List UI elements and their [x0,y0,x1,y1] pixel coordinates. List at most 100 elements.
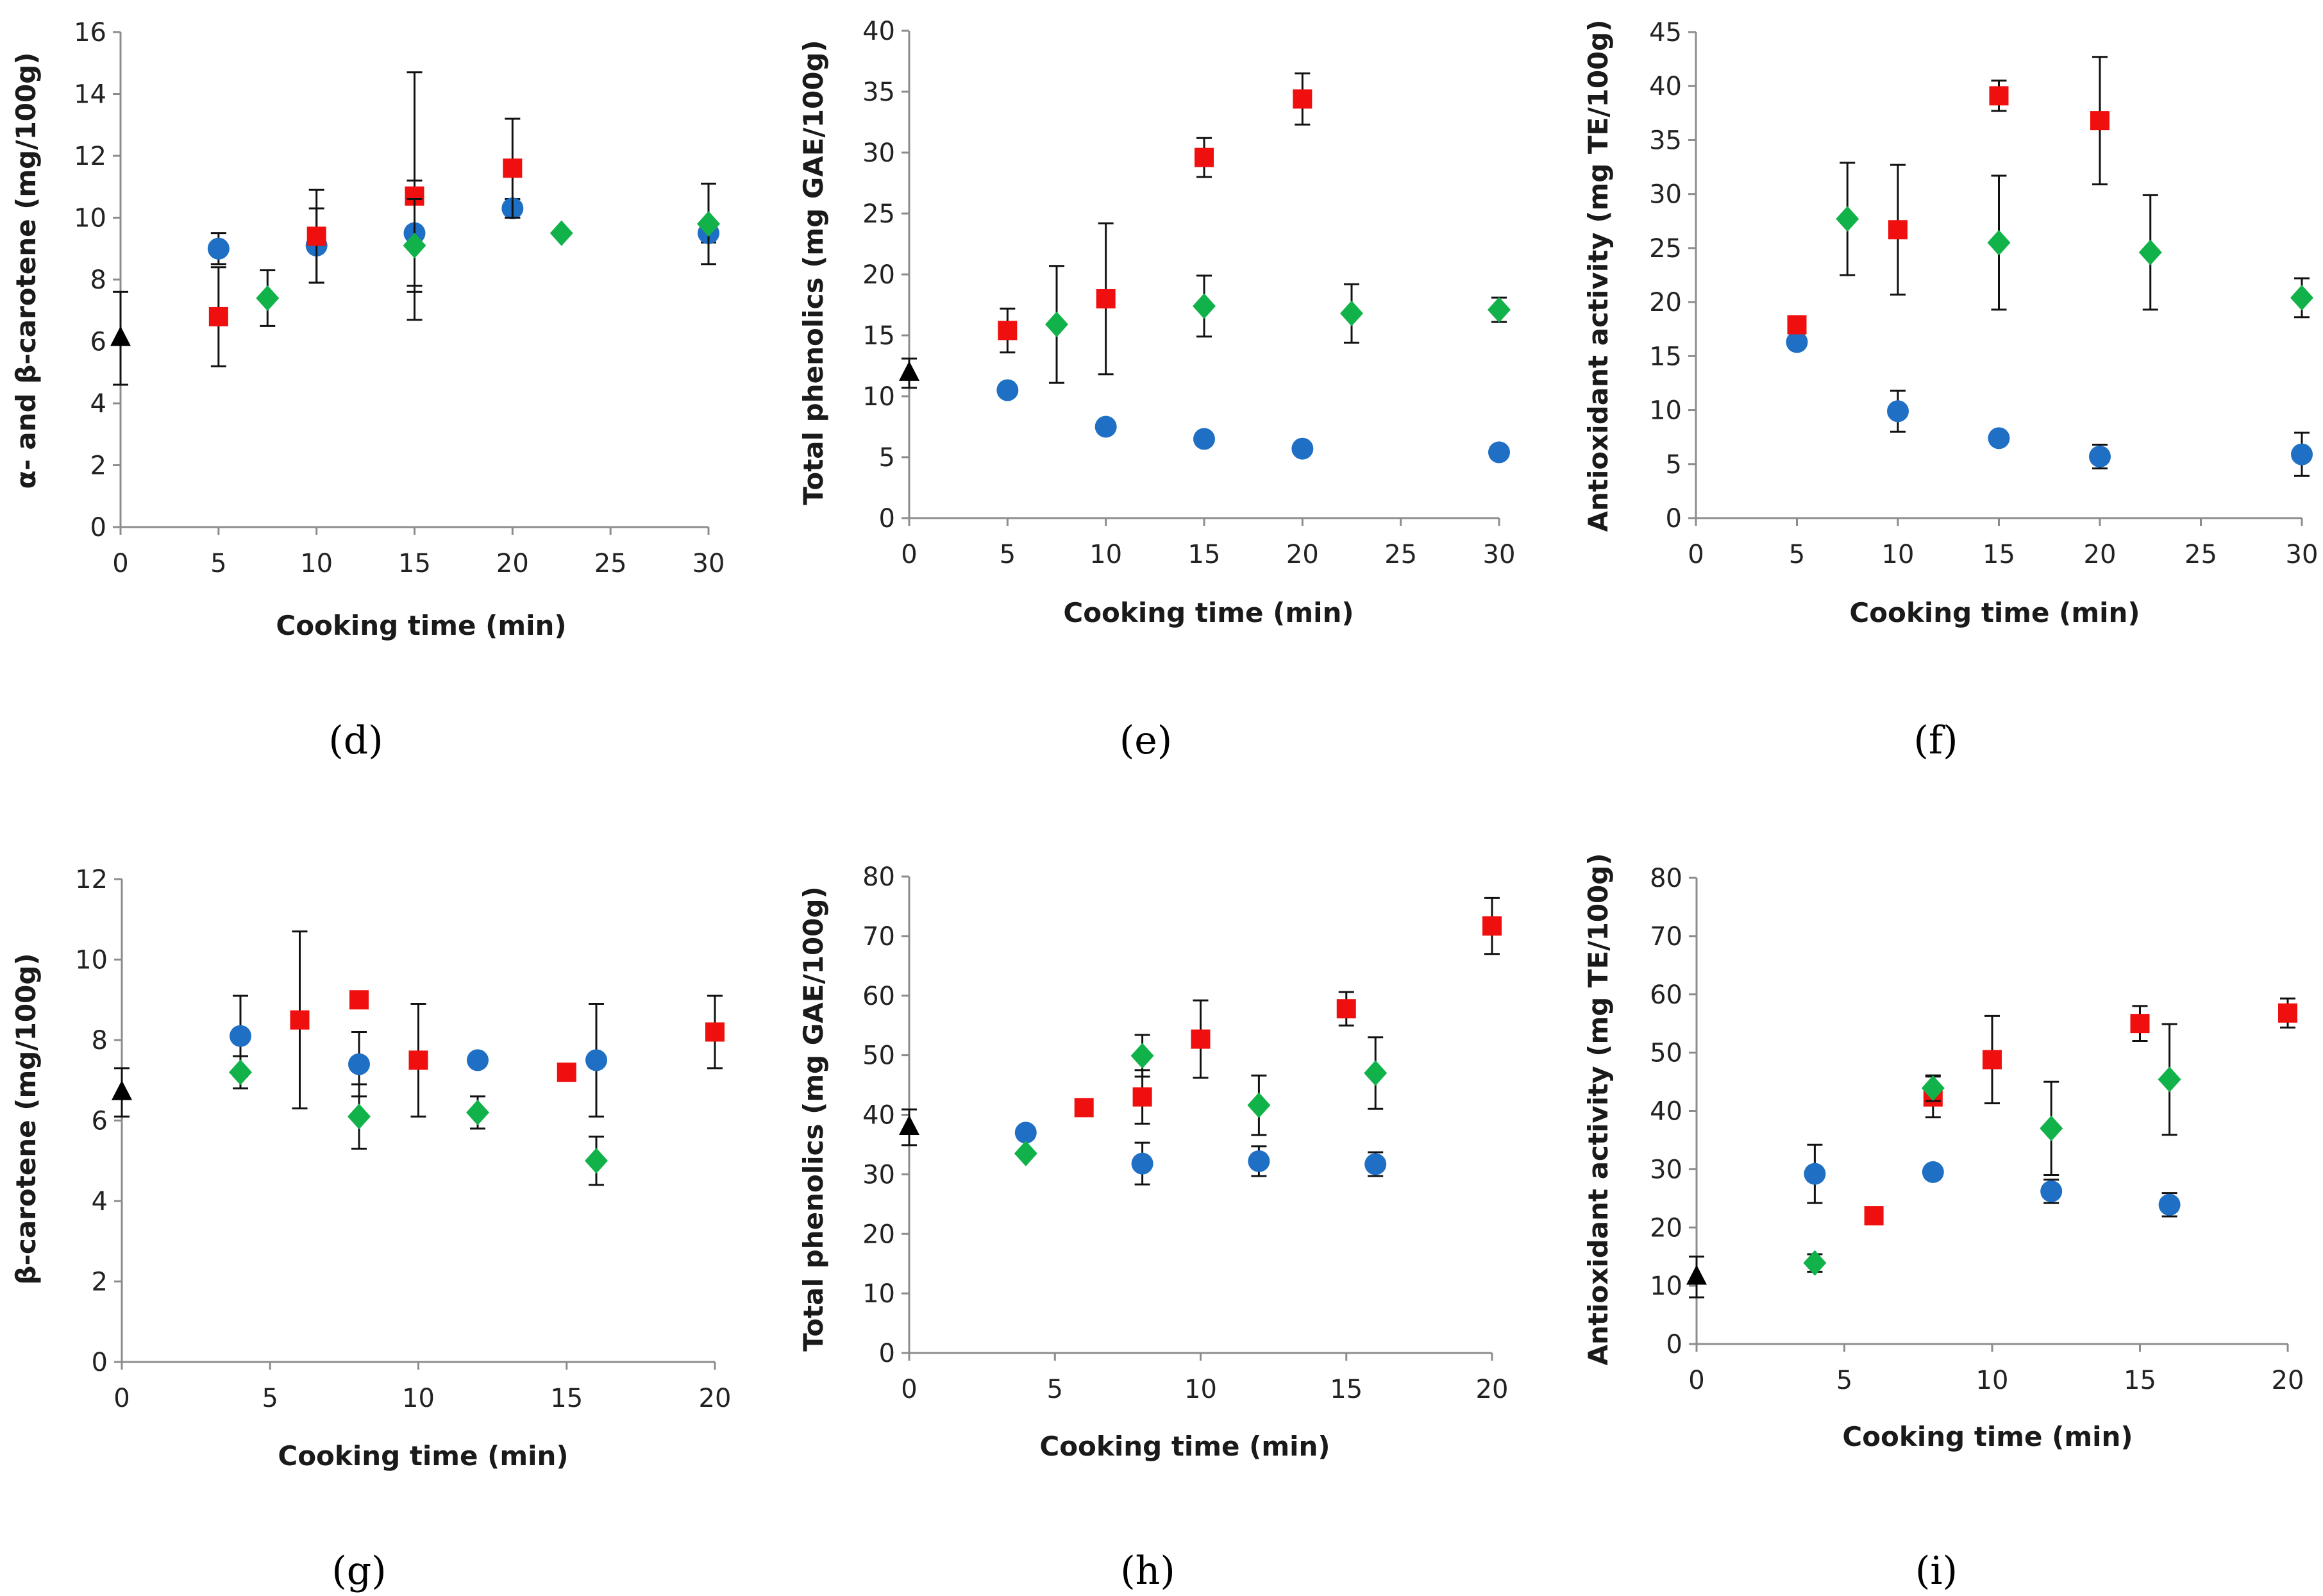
y-tick-label: 2 [92,1268,108,1297]
x-tick-label: 20 [496,549,529,578]
data-point-boiled [2158,1193,2181,1216]
x-tick-label: 10 [300,549,333,578]
data-point-microwaved [348,1104,371,1130]
data-point-boiled [2291,443,2313,466]
x-tick-label: 10 [1089,540,1122,569]
y-tick-label: 0 [92,1348,108,1377]
data-point-boiled [1094,416,1117,438]
y-tick-label: 6 [92,1107,108,1136]
data-point-boiled [1291,437,1314,460]
x-tick-label: 5 [262,1384,278,1413]
chart-panel-e: Cooking time (min) Total phenolics (mg G… [798,17,1515,763]
x-tick-label: 5 [1000,540,1016,569]
y-axis-label: Antioxidant activity (mg TE/100g) [1582,19,1614,532]
x-axis-label: Cooking time (min) [1039,1431,1330,1462]
data-point-boiled [1131,1152,1153,1175]
x-tick-label: 15 [1983,540,2015,569]
y-tick-label: 0 [1666,504,1682,533]
x-axis-label: Cooking time (min) [278,1440,568,1472]
y-tick-label: 50 [862,1041,895,1071]
y-tick-label: 12 [75,865,108,895]
y-tick-label: 80 [862,862,895,892]
data-point-raw [110,326,131,346]
panel-label: (g) [331,1549,386,1593]
data-point-microwaved [2290,285,2313,311]
x-axis-label: Cooking time (min) [1849,597,2140,628]
y-tick-label: 5 [879,443,895,473]
x-axis-label: Cooking time (min) [1063,597,1354,628]
data-point-boiled [348,1053,370,1075]
x-tick-label: 0 [112,549,128,578]
x-tick-label: 15 [1188,540,1221,569]
data-point-raw [1686,1264,1707,1285]
data-point-steamed [1074,1098,1094,1118]
x-tick-label: 25 [2185,540,2217,569]
y-tick-label: 10 [1649,396,1682,426]
x-tick-label: 10 [1184,1375,1217,1404]
y-tick-label: 40 [1649,72,1682,101]
data-point-microwaved [2138,239,2162,265]
x-tick-label: 30 [692,549,725,578]
data-point-steamed [1864,1206,1884,1226]
x-tick-label: 30 [1483,540,1516,569]
y-tick-label: 10 [75,946,108,975]
data-point-microwaved [1014,1140,1037,1166]
y-tick-label: 10 [862,382,895,412]
y-tick-label: 6 [90,328,106,357]
y-tick-label: 45 [1649,18,1682,47]
y-tick-label: 60 [862,982,895,1011]
data-point-microwaved [1987,230,2011,256]
y-tick-label: 70 [1650,922,1682,952]
data-point-microwaved [1130,1043,1154,1069]
chart-panel-g: Cooking time (min) β-carotene (mg/100g) … [10,865,731,1593]
data-point-boiled [1786,331,1808,353]
data-point-steamed [2130,1014,2150,1034]
data-point-steamed [1787,315,1807,335]
y-tick-label: 40 [862,17,895,46]
y-tick-label: 30 [862,1160,895,1189]
data-point-steamed [349,990,369,1010]
y-tick-label: 4 [90,389,106,419]
data-point-microwaved [403,232,426,258]
x-tick-label: 15 [398,549,431,578]
x-tick-label: 15 [1330,1375,1363,1404]
y-tick-label: 0 [1666,1330,1682,1359]
data-point-steamed [1989,86,2009,106]
x-tick-label: 25 [1384,540,1417,569]
y-tick-label: 10 [74,204,106,233]
x-tick-label: 0 [901,540,917,569]
data-point-microwaved [1247,1092,1271,1118]
x-tick-label: 0 [1688,1366,1704,1395]
data-point-boiled [585,1049,607,1071]
data-point-steamed [1096,289,1116,308]
y-axis-label: Total phenolics (mg GAE/100g) [798,886,829,1351]
x-tick-label: 0 [1688,540,1704,569]
y-tick-label: 25 [862,199,895,229]
data-point-boiled [1364,1153,1387,1175]
x-tick-label: 10 [402,1384,435,1413]
data-point-steamed [208,307,228,326]
y-tick-label: 15 [862,321,895,351]
x-tick-label: 0 [113,1384,130,1413]
data-point-boiled [1922,1161,1944,1183]
y-tick-label: 15 [1649,342,1682,371]
data-point-microwaved [1193,293,1216,319]
y-tick-label: 30 [1650,1155,1682,1184]
data-point-steamed [306,226,326,246]
y-tick-label: 40 [862,1101,895,1130]
data-point-boiled [1193,428,1215,450]
data-point-microwaved [229,1059,252,1086]
data-point-microwaved [1488,297,1511,323]
chart-panel-f: Cooking time (min) Antioxidant activity … [1582,18,2318,763]
y-tick-label: 30 [862,139,895,168]
data-point-steamed [408,1050,428,1070]
x-tick-label: 20 [1476,1375,1509,1404]
x-tick-label: 10 [1882,540,1915,569]
x-tick-label: 20 [1286,540,1319,569]
panel-label: (e) [1120,718,1172,763]
data-point-steamed [2278,1003,2297,1023]
data-point-steamed [1195,147,1214,167]
y-tick-label: 35 [1649,126,1682,155]
data-point-steamed [998,321,1018,340]
y-tick-label: 35 [862,78,895,107]
